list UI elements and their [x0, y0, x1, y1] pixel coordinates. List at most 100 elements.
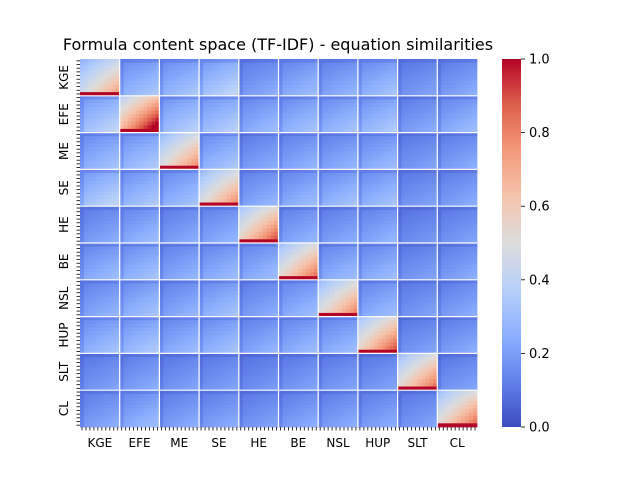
heatmap-cell — [461, 206, 466, 211]
heatmap-cell — [207, 176, 212, 181]
heatmap-cell — [449, 143, 454, 148]
heatmap-cell — [302, 132, 307, 137]
heatmap-cell — [310, 169, 315, 174]
heatmap-cell — [123, 110, 128, 115]
heatmap-cell — [326, 154, 331, 159]
heatmap-cell — [417, 84, 422, 89]
heatmap-cell — [334, 213, 339, 218]
heatmap-cell — [80, 66, 85, 71]
heatmap-cell — [270, 95, 275, 100]
heatmap-cell — [357, 70, 363, 75]
heatmap-grid — [80, 59, 478, 428]
heatmap-cell — [441, 158, 446, 163]
heatmap-cell — [250, 209, 256, 214]
heatmap-cell — [195, 202, 200, 207]
heatmap-cell — [266, 81, 271, 86]
heatmap-cell — [191, 176, 196, 181]
heatmap-cell — [207, 151, 212, 156]
heatmap-cell — [322, 158, 327, 163]
heatmap-cell — [429, 132, 434, 137]
heatmap-cell — [453, 165, 458, 170]
heatmap-cell — [274, 239, 279, 244]
heatmap-cell — [413, 162, 418, 167]
heatmap-cell — [242, 235, 248, 240]
heatmap-cell — [473, 184, 478, 189]
heatmap-cell — [111, 143, 117, 148]
heatmap-cell — [405, 176, 410, 181]
heatmap-cell — [226, 88, 232, 93]
heatmap-cell — [214, 184, 220, 189]
heatmap-cell — [369, 173, 375, 178]
heatmap-cell — [457, 173, 462, 178]
heatmap-cell — [389, 88, 394, 93]
heatmap-cell — [83, 132, 89, 137]
heatmap-cell — [441, 202, 446, 207]
heatmap-cell — [187, 88, 192, 93]
heatmap-cell — [159, 169, 164, 174]
heatmap-cell — [171, 143, 176, 148]
heatmap-cell — [211, 117, 216, 122]
heatmap-cell — [365, 128, 371, 133]
heatmap-cell — [318, 73, 323, 78]
heatmap-cell — [266, 77, 271, 82]
heatmap-cell — [135, 184, 140, 189]
heatmap-cell — [123, 103, 128, 108]
heatmap-cell — [357, 95, 363, 100]
heatmap-cell — [95, 220, 101, 225]
heatmap-cell — [107, 114, 113, 119]
heatmap-cell — [203, 77, 208, 82]
heatmap-cell — [246, 99, 252, 104]
heatmap-cell — [143, 84, 148, 89]
heatmap-cell — [183, 84, 188, 89]
heatmap-cell — [99, 162, 105, 167]
heatmap-cell — [199, 184, 204, 189]
heatmap-cell — [361, 239, 367, 244]
heatmap-cell — [127, 81, 132, 86]
heatmap-cell — [155, 173, 160, 178]
heatmap-cell — [131, 106, 136, 111]
heatmap-cell — [425, 136, 430, 141]
heatmap-cell — [413, 147, 418, 152]
heatmap-cell — [465, 66, 470, 71]
heatmap-cell — [95, 235, 101, 240]
heatmap-cell — [361, 59, 367, 64]
heatmap-cell — [115, 95, 121, 100]
heatmap-cell — [286, 158, 291, 163]
heatmap-cell — [103, 176, 109, 181]
heatmap-cell — [270, 187, 275, 192]
heatmap-cell — [203, 162, 208, 167]
heatmap-cell — [377, 62, 383, 67]
heatmap-cell — [369, 117, 375, 122]
heatmap-cell — [115, 176, 121, 181]
heatmap-cell — [357, 176, 363, 181]
heatmap-cell — [218, 139, 224, 144]
heatmap-cell — [381, 239, 387, 244]
heatmap-cell — [294, 136, 299, 141]
heatmap-cell — [230, 73, 236, 78]
heatmap-cell — [230, 121, 236, 126]
heatmap-cell — [469, 139, 474, 144]
heatmap-cell — [349, 176, 355, 181]
heatmap-cell — [330, 132, 335, 137]
heatmap-cell — [377, 158, 383, 163]
heatmap-cell — [167, 128, 172, 133]
heatmap-cell — [445, 228, 450, 233]
heatmap-cell — [199, 121, 204, 126]
heatmap-cell — [306, 121, 311, 126]
heatmap-cell — [461, 121, 466, 126]
heatmap-cell — [397, 110, 402, 115]
heatmap-cell — [80, 117, 85, 122]
heatmap-cell — [465, 77, 470, 82]
heatmap-cell — [338, 62, 343, 67]
heatmap-cell — [405, 220, 410, 225]
heatmap-cell — [226, 154, 232, 159]
heatmap-cell — [381, 180, 387, 185]
heatmap-cell — [421, 158, 426, 163]
heatmap-cell — [361, 202, 367, 207]
heatmap-cell — [437, 128, 442, 133]
heatmap-cell — [139, 139, 144, 144]
heatmap-cell — [226, 103, 232, 108]
heatmap-cell — [115, 209, 121, 214]
heatmap-cell — [282, 209, 287, 214]
heatmap-cell — [80, 173, 85, 178]
